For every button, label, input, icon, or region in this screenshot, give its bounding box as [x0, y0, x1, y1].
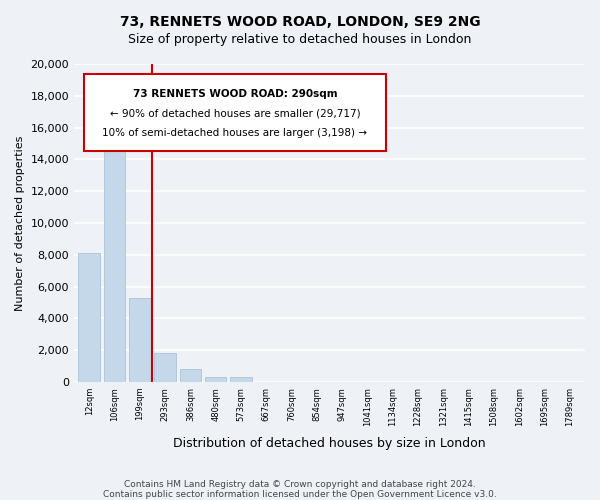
Text: 73 RENNETS WOOD ROAD: 290sqm: 73 RENNETS WOOD ROAD: 290sqm — [133, 90, 337, 100]
Text: Contains public sector information licensed under the Open Government Licence v3: Contains public sector information licen… — [103, 490, 497, 499]
Text: 10% of semi-detached houses are larger (3,198) →: 10% of semi-detached houses are larger (… — [103, 128, 367, 138]
Bar — [104, 120, 125, 382]
Y-axis label: Number of detached properties: Number of detached properties — [15, 136, 25, 310]
Bar — [230, 377, 252, 382]
FancyBboxPatch shape — [84, 74, 386, 152]
Bar — [205, 377, 226, 382]
Bar — [154, 354, 176, 382]
Bar — [179, 369, 201, 382]
Bar — [129, 298, 151, 382]
X-axis label: Distribution of detached houses by size in London: Distribution of detached houses by size … — [173, 437, 486, 450]
Bar — [79, 253, 100, 382]
Text: Size of property relative to detached houses in London: Size of property relative to detached ho… — [128, 32, 472, 46]
Text: 73, RENNETS WOOD ROAD, LONDON, SE9 2NG: 73, RENNETS WOOD ROAD, LONDON, SE9 2NG — [119, 15, 481, 29]
Text: Contains HM Land Registry data © Crown copyright and database right 2024.: Contains HM Land Registry data © Crown c… — [124, 480, 476, 489]
Text: ← 90% of detached houses are smaller (29,717): ← 90% of detached houses are smaller (29… — [110, 108, 361, 118]
